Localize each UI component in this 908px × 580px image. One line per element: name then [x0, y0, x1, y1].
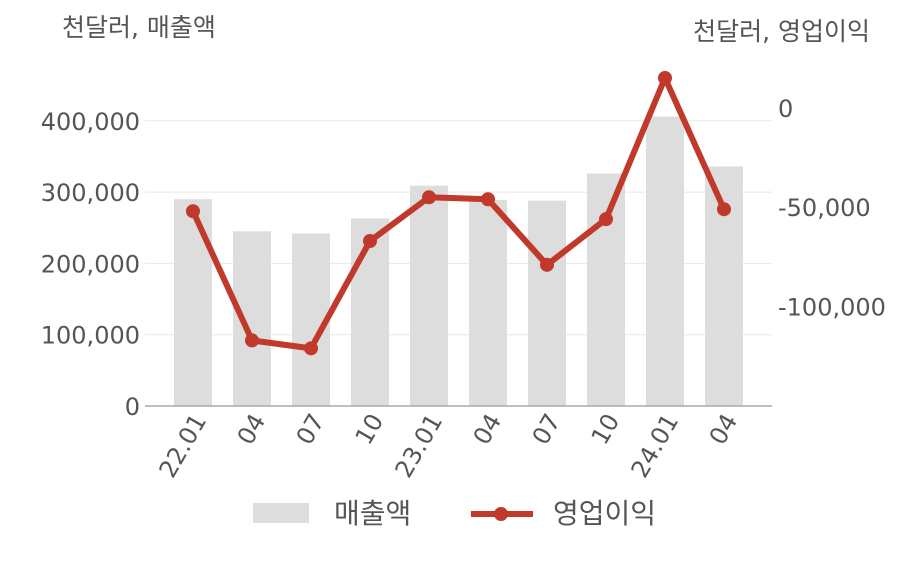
- line-point: [186, 204, 200, 219]
- bar: [469, 199, 507, 406]
- legend-swatch-marker: [494, 507, 508, 521]
- bar: [646, 116, 684, 407]
- x-tick-label: 10: [350, 409, 390, 449]
- line-point: [422, 190, 436, 205]
- bar: [410, 185, 448, 406]
- legend: 매출액 영업이익: [253, 497, 656, 530]
- line-series: [186, 71, 731, 356]
- x-tick-label: 04: [704, 409, 744, 449]
- legend-swatch-bar: [253, 503, 309, 523]
- x-tick-label: 23.01: [390, 409, 449, 483]
- x-axis-ticks: 22.01 04 07 10 23.01 04 07 10 24.01 04: [154, 409, 744, 483]
- x-tick-label: 07: [527, 409, 567, 449]
- right-tick-label: -50,000: [778, 194, 871, 222]
- right-tick-label: -100,000: [778, 294, 886, 322]
- x-tick-label: 07: [291, 409, 331, 449]
- line-point: [540, 257, 554, 272]
- bar: [233, 231, 271, 406]
- x-tick-label: 24.01: [626, 409, 685, 483]
- x-tick-label: 04: [232, 409, 272, 449]
- line-point: [599, 212, 613, 227]
- x-tick-label: 22.01: [154, 409, 213, 483]
- left-axis-ticks: 0 100,000 200,000 300,000 400,000: [41, 108, 140, 421]
- left-tick-label: 100,000: [41, 322, 140, 350]
- line-point: [717, 202, 731, 217]
- left-tick-label: 300,000: [41, 179, 140, 207]
- left-tick-label: 0: [125, 393, 140, 421]
- left-axis-title: 천달러, 매출액: [62, 13, 216, 42]
- bar-series: [174, 116, 743, 407]
- right-tick-label: 0: [778, 95, 793, 123]
- bar: [528, 200, 566, 406]
- right-axis-ticks: -100,000 -50,000 0: [778, 95, 886, 322]
- right-axis-title: 천달러, 영업이익: [693, 17, 870, 46]
- line-point: [245, 333, 259, 348]
- bar: [174, 199, 212, 406]
- bar: [351, 218, 389, 406]
- left-tick-label: 400,000: [41, 108, 140, 136]
- line-path: [190, 75, 727, 352]
- left-tick-label: 200,000: [41, 250, 140, 278]
- x-tick-label: 10: [586, 409, 626, 449]
- legend-label-bar: 매출액: [334, 497, 411, 530]
- line-point: [658, 71, 672, 85]
- line-point: [304, 341, 318, 356]
- bar: [587, 173, 625, 406]
- legend-label-line: 영업이익: [553, 497, 656, 530]
- x-tick-label: 04: [468, 409, 508, 449]
- line-point: [481, 192, 495, 207]
- line-point: [363, 234, 377, 249]
